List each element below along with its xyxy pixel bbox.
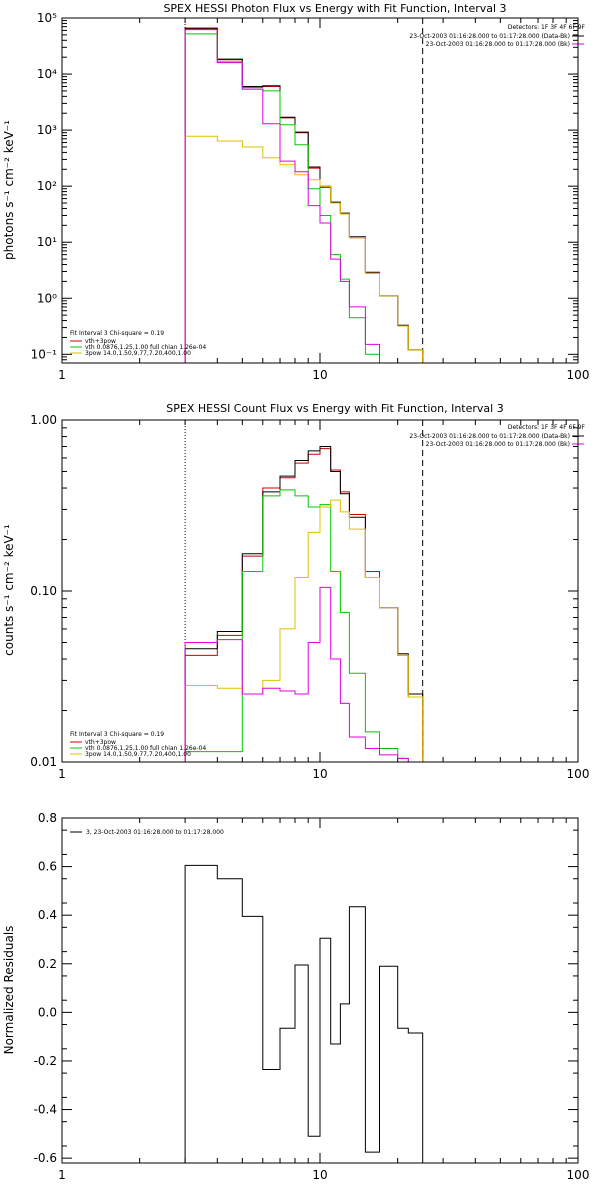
y-tick-label: 0.4 <box>38 908 57 922</box>
legend-detectors: Detectors: 1F 3F 4F 6F 9F <box>508 424 586 431</box>
legend-fit-interval: Fit Interval 3 Chi-square = 0.19 <box>70 330 164 337</box>
count-flux-frame <box>61 419 579 763</box>
legend-data-bk: 23-Oct-2003 01:16:28.000 to 01:17:28.000… <box>409 33 570 40</box>
legend-detectors: Detectors: 1F 3F 4F 6F 9F <box>508 24 586 31</box>
legend-total: vth+3pow <box>85 338 116 345</box>
legend-3pow: 3pow 14.0,1.50,9.77,7.20,400,1.00 <box>85 350 191 357</box>
series-line-4 <box>184 586 423 763</box>
residuals-ylabel: Normalized Residuals <box>2 926 16 1055</box>
x-tick-label: 100 <box>567 767 590 781</box>
legend-3pow: 3pow 14.0,1.50,9.77,7.20,400,1.00 <box>85 751 191 758</box>
legend-bk: 23-Oct-2003 01:16:28.000 to 01:17:28.000… <box>426 441 570 448</box>
y-tick-label: -0.4 <box>34 1103 57 1117</box>
y-tick-label: 0.01 <box>30 755 57 769</box>
x-tick-label: 10 <box>312 767 327 781</box>
y-tick-label: 0.8 <box>38 811 57 825</box>
x-tick-label: 1 <box>58 1168 66 1182</box>
residuals-frame <box>61 817 579 1164</box>
series-line-4 <box>184 29 398 364</box>
y-tick-label: 0.10 <box>30 584 57 598</box>
residuals-ticks: 1 10 100 -0.6 -0.4 -0.2 0.0 0.2 0.4 0.6 0.8 <box>34 811 590 1182</box>
y-tick-label: 0.2 <box>38 957 57 971</box>
count-flux-ylabel: counts s⁻¹ cm⁻² keV⁻¹ <box>2 524 16 656</box>
x-tick-label: 100 <box>567 1168 590 1182</box>
photon-flux-series <box>184 27 424 364</box>
legend-fit-interval: Fit Interval 3 Chi-square = 0.19 <box>70 731 164 738</box>
residuals-series <box>184 864 424 1163</box>
legend-vth: vth 0.0876,1.25,1.00 full chian 1.26e-04 <box>85 344 206 351</box>
legend-total: vth+3pow <box>85 739 116 746</box>
count-flux-title: SPEX HESSI Count Flux vs Energy with Fit… <box>166 402 503 415</box>
y-tick-label: 10⁻¹ <box>31 347 58 361</box>
photon-flux-frame <box>61 17 579 364</box>
legend-bk: 23-Oct-2003 01:16:28.000 to 01:17:28.000… <box>426 41 570 48</box>
photon-flux-ylabel: photons s⁻¹ cm⁻² keV⁻¹ <box>2 120 16 260</box>
series-line-0 <box>184 864 424 1163</box>
photon-flux-ticks: 1 10 100 10⁻¹ 10⁰ 10¹ 10² 10³ 10⁴ 10⁵ <box>31 11 590 382</box>
y-tick-label: -0.2 <box>34 1054 57 1068</box>
legend-residual: 3, 23-Oct-2003 01:16:28.000 to 01:17:28.… <box>86 829 224 836</box>
count-flux-ticks: 1 10 100 0.01 0.10 1.00 <box>30 413 589 781</box>
residuals-legend: 3, 23-Oct-2003 01:16:28.000 to 01:17:28.… <box>70 829 224 836</box>
x-tick-label: 1 <box>58 368 66 382</box>
y-tick-label: 0.6 <box>38 860 57 874</box>
y-tick-label: 1.00 <box>30 413 57 427</box>
legend-data-bk: 23-Oct-2003 01:16:28.000 to 01:17:28.000… <box>409 433 570 440</box>
series-line-3 <box>184 135 424 363</box>
series-line-2 <box>184 489 423 763</box>
count-flux-panel: SPEX HESSI Count Flux vs Energy with Fit… <box>2 402 589 781</box>
photon-flux-panel: SPEX HESSI Photon Flux vs Energy with Fi… <box>2 2 589 382</box>
x-tick-label: 1 <box>58 767 66 781</box>
x-tick-label: 10 <box>312 1168 327 1182</box>
y-tick-label: 0.0 <box>38 1005 57 1019</box>
y-tick-label: 10¹ <box>37 235 57 249</box>
residuals-panel: Normalized Residuals 1 10 100 -0.6 -0.4 -0.2 0… <box>2 811 589 1182</box>
y-tick-label: -0.6 <box>34 1151 57 1165</box>
x-tick-label: 100 <box>567 368 590 382</box>
y-tick-label: 10⁵ <box>37 11 57 25</box>
legend-vth: vth 0.0876,1.25,1.00 full chian 1.26e-04 <box>85 745 206 752</box>
x-tick-label: 10 <box>312 368 327 382</box>
count-flux-legend-left: Fit Interval 3 Chi-square = 0.19 vth+3po… <box>70 731 206 758</box>
photon-flux-legend-left: Fit Interval 3 Chi-square = 0.19 vth+3po… <box>70 330 206 357</box>
photon-flux-title: SPEX HESSI Photon Flux vs Energy with Fi… <box>163 2 506 15</box>
y-tick-label: 10⁴ <box>37 67 57 81</box>
count-flux-series <box>184 446 424 763</box>
y-tick-label: 10³ <box>37 123 57 137</box>
y-tick-label: 10⁰ <box>37 291 57 305</box>
y-tick-label: 10² <box>37 179 57 193</box>
